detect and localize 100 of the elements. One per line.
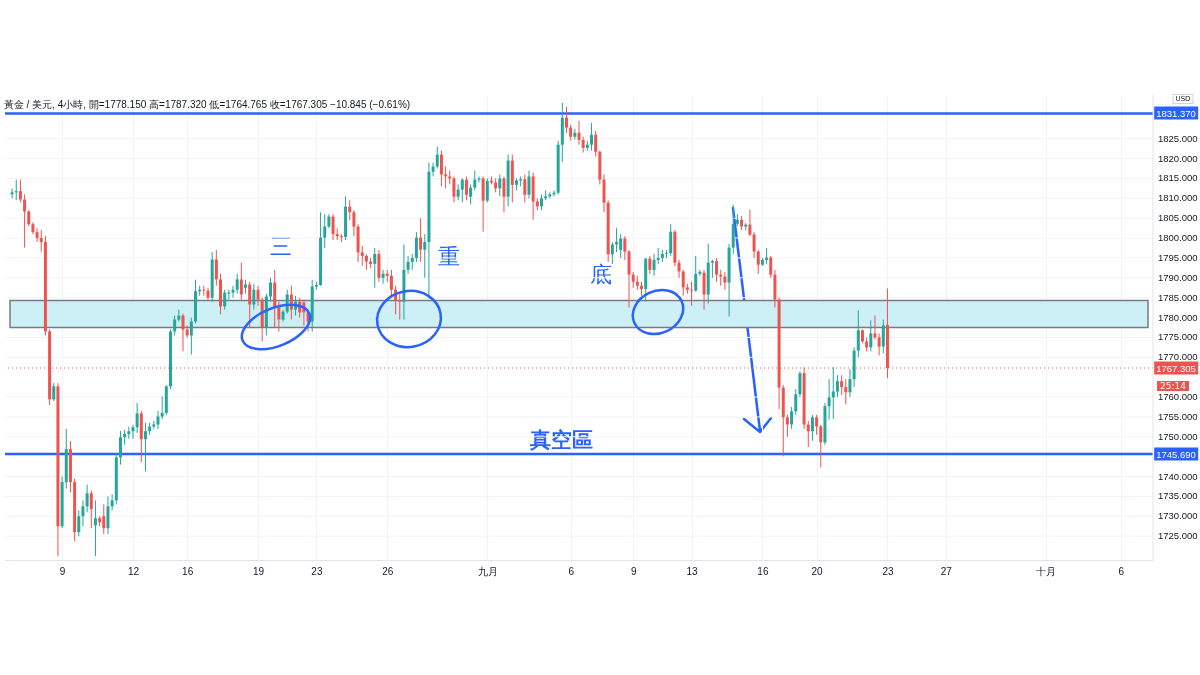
annotation: 底 bbox=[590, 261, 612, 289]
x-tick-label: 9 bbox=[59, 565, 66, 577]
candlestick bbox=[769, 255, 773, 279]
candlestick bbox=[877, 332, 881, 356]
x-tick-label: 6 bbox=[1118, 565, 1125, 577]
y-tick-label: 1800.000 bbox=[1158, 232, 1198, 244]
candlestick bbox=[223, 289, 227, 311]
candlestick bbox=[681, 269, 685, 297]
candlestick bbox=[381, 269, 385, 285]
candlestick bbox=[502, 175, 506, 213]
candlestick bbox=[131, 424, 135, 440]
candlestick bbox=[77, 509, 81, 537]
candlestick bbox=[756, 249, 760, 275]
candlestick bbox=[810, 414, 814, 442]
candlestick bbox=[444, 166, 448, 189]
candlestick bbox=[452, 175, 456, 203]
candlestick bbox=[431, 162, 435, 177]
candlestick bbox=[752, 231, 756, 259]
candlestick bbox=[477, 175, 481, 183]
candlestick bbox=[106, 495, 110, 535]
y-tick-label: 1750.000 bbox=[1158, 430, 1198, 442]
candlestick bbox=[469, 183, 473, 205]
x-tick-label: 20 bbox=[811, 565, 824, 577]
ref-line-label: 1745.690 bbox=[1154, 447, 1198, 461]
candlestick bbox=[439, 150, 443, 187]
candlestick bbox=[827, 378, 831, 421]
candlestick bbox=[331, 213, 335, 241]
candlestick bbox=[698, 269, 702, 277]
candlestick bbox=[360, 245, 364, 267]
x-tick-label: 十月 bbox=[1036, 565, 1057, 577]
y-tick-label: 1780.000 bbox=[1158, 311, 1198, 323]
candlestick bbox=[160, 395, 164, 420]
x-tick-label: 13 bbox=[686, 565, 699, 577]
candlestick bbox=[93, 499, 97, 557]
y-tick-label: 1760.000 bbox=[1158, 391, 1198, 403]
x-tick-label: 23 bbox=[311, 565, 323, 577]
x-tick-label: 23 bbox=[882, 565, 894, 577]
x-tick-label: 6 bbox=[568, 565, 575, 577]
candlestick bbox=[623, 235, 627, 261]
candlestick bbox=[231, 285, 235, 299]
text: 25:14 bbox=[1157, 381, 1189, 391]
y-tick-label: 1795.000 bbox=[1158, 251, 1198, 263]
candlestick bbox=[35, 227, 39, 243]
candlestick bbox=[577, 120, 581, 146]
candlestick bbox=[619, 233, 623, 259]
candlestick bbox=[256, 285, 260, 307]
y-tick-label: 1810.000 bbox=[1158, 192, 1198, 204]
candlestick bbox=[798, 370, 802, 398]
candlestick bbox=[18, 179, 22, 203]
y-tick-label: 1790.000 bbox=[1158, 271, 1198, 283]
candlestick bbox=[498, 173, 502, 197]
candlestick bbox=[464, 175, 468, 201]
candlestick bbox=[677, 259, 681, 279]
candlestick bbox=[252, 283, 256, 311]
ref-line-label: 1831.370 bbox=[1154, 106, 1198, 120]
candlestick bbox=[723, 271, 727, 291]
x-tick-label: 16 bbox=[182, 565, 194, 577]
candlestick bbox=[794, 388, 798, 416]
candlestick bbox=[831, 366, 835, 420]
candlestick bbox=[690, 281, 694, 307]
x-tick-label: 27 bbox=[940, 565, 953, 577]
candlestick bbox=[214, 249, 218, 287]
candlestick bbox=[481, 175, 485, 233]
y-tick-label: 1755.000 bbox=[1158, 410, 1198, 422]
y-tick-label: 1730.000 bbox=[1158, 510, 1198, 522]
candlestick bbox=[102, 503, 106, 535]
candlestick bbox=[460, 177, 464, 203]
candlestick bbox=[806, 420, 810, 448]
candlestick bbox=[377, 249, 381, 283]
candlestick bbox=[181, 313, 185, 352]
x-tick-label: 12 bbox=[127, 565, 140, 577]
candlestick bbox=[590, 122, 594, 152]
candlestick bbox=[89, 489, 93, 529]
candlestick bbox=[602, 173, 606, 213]
candlestick bbox=[419, 217, 423, 263]
candlestick bbox=[881, 319, 885, 354]
candlestick bbox=[790, 406, 794, 430]
candlestick bbox=[731, 204, 735, 255]
annotation: 重 bbox=[438, 243, 460, 271]
candlestick bbox=[248, 281, 252, 328]
candlestick bbox=[702, 269, 706, 311]
candlestick bbox=[435, 146, 439, 170]
candlestick bbox=[473, 170, 477, 191]
y-tick-label: 1815.000 bbox=[1158, 172, 1198, 184]
candlestick bbox=[873, 315, 877, 340]
candlestick bbox=[10, 187, 14, 199]
candlestick bbox=[694, 255, 698, 293]
candlestick bbox=[652, 253, 656, 277]
candlestick bbox=[398, 293, 402, 321]
candlestick bbox=[423, 233, 427, 279]
candlestick bbox=[269, 277, 273, 303]
y-tick-label: 1820.000 bbox=[1158, 152, 1198, 164]
candlestick bbox=[815, 414, 819, 436]
candlestick bbox=[840, 374, 844, 396]
ref-line-label: 1767.305 bbox=[1154, 361, 1198, 375]
candlestick bbox=[39, 229, 43, 253]
x-tick-label: 19 bbox=[252, 565, 265, 577]
x-tick-label: 16 bbox=[757, 565, 769, 577]
candlestick bbox=[323, 213, 327, 249]
candlestick bbox=[352, 209, 356, 237]
